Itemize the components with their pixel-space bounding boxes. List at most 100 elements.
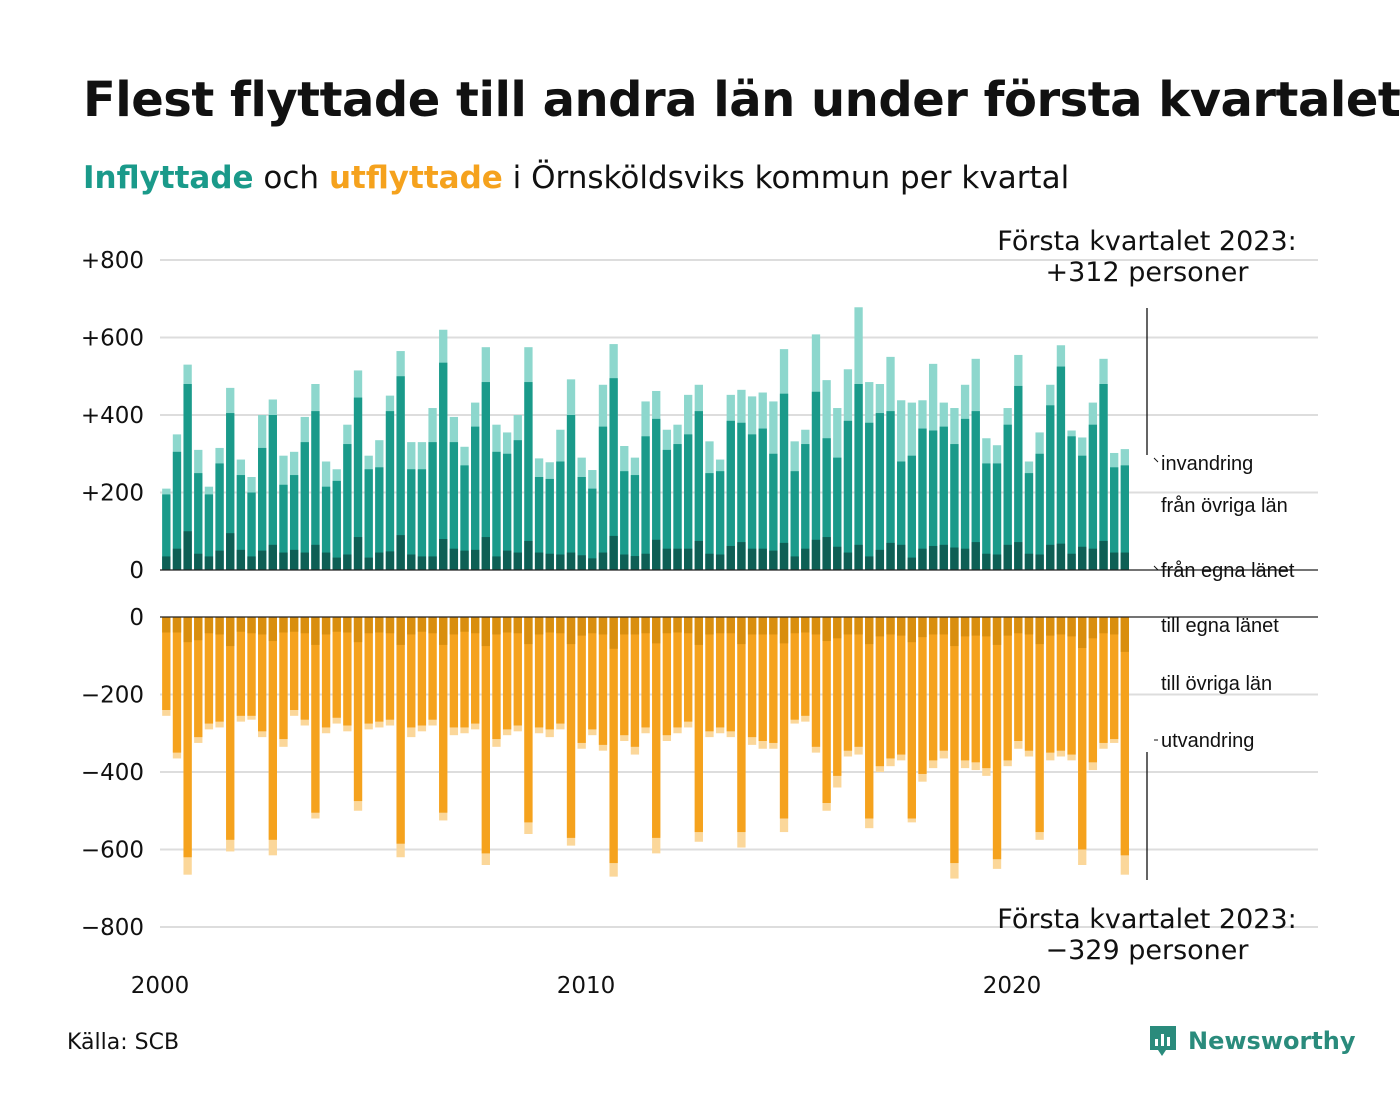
bar-till-ovriga-lan [779,617,789,819]
bar-fran-ovriga-lan [705,473,714,570]
bar-fran-ovriga-lan [588,488,597,570]
bar-fran-egna-lanet [172,548,182,570]
bar-fran-ovriga-lan [556,461,565,570]
y-tick-bottom: −200 [81,683,144,709]
bar-fran-egna-lanet [1099,540,1108,570]
bar-till-ovriga-lan [833,617,842,776]
bar-till-egna-lanet [971,617,980,636]
x-tick: 2000 [131,973,190,999]
bar-till-egna-lanet [1110,617,1119,635]
bar-till-egna-lanet [609,617,618,649]
bar-till-egna-lanet [353,617,363,643]
bar-fran-ovriga-lan [790,471,799,570]
bar-till-egna-lanet [321,617,331,635]
bar-till-egna-lanet [289,617,299,632]
bar-fran-ovriga-lan [833,457,842,570]
bar-fran-egna-lanet [758,548,767,570]
bar-till-ovriga-lan [630,617,640,747]
bar-fran-egna-lanet [769,550,778,570]
bar-till-egna-lanet [897,617,906,636]
bar-till-ovriga-lan [1099,617,1108,743]
bar-till-ovriga-lan [960,617,970,761]
bar-fran-egna-lanet [332,557,341,570]
y-tick-top: +600 [81,326,144,352]
bar-fran-ovriga-lan [1046,405,1055,570]
bar-fran-ovriga-lan [715,471,725,570]
bar-till-egna-lanet [673,617,682,633]
bar-fran-egna-lanet [226,533,235,570]
bar-fran-ovriga-lan [609,378,618,570]
bar-fran-egna-lanet [822,537,831,570]
y-tick-bottom: 0 [129,605,144,631]
bar-fran-egna-lanet [747,548,757,570]
bar-fran-ovriga-lan [162,494,171,570]
subtitle-inflyttade: Inflyttade [83,160,254,196]
bar-fran-ovriga-lan [726,420,735,570]
bar-fran-ovriga-lan [311,411,320,570]
bar-fran-egna-lanet [609,535,618,570]
y-axis-ticks: +800 +600 +400 +200 0 0 −200 −400 −600 −800 [81,248,144,941]
chart-title: Flest flyttade till andra län under förs… [83,72,1400,128]
bar-fran-ovriga-lan [460,465,469,570]
bars-group [162,307,1129,879]
bar-fran-ovriga-lan [758,428,767,570]
bar-till-egna-lanet [833,617,842,639]
bar-fran-egna-lanet [343,554,352,570]
bar-till-egna-lanet [471,617,480,634]
bar-till-egna-lanet [715,617,725,634]
newsworthy-chart-icon [1150,1026,1176,1056]
bar-till-ovriga-lan [577,617,586,743]
bar-fran-ovriga-lan [439,362,448,570]
bar-till-ovriga-lan [1024,617,1034,751]
bar-fran-egna-lanet [247,556,256,570]
bar-till-ovriga-lan [939,617,948,751]
bar-fran-egna-lanet [289,549,299,570]
x-tick: 2010 [557,973,616,999]
bar-fran-egna-lanet [620,554,629,570]
label-leader-invandring [1153,457,1159,463]
bar-till-ovriga-lan [950,617,959,864]
bar-fran-egna-lanet [833,546,842,570]
bar-fran-egna-lanet [417,556,427,570]
bar-fran-egna-lanet [992,554,1002,570]
bar-fran-egna-lanet [1024,553,1034,570]
label-fran-ovriga-lan: från övriga län [1161,495,1288,517]
bar-fran-egna-lanet [939,544,948,570]
bar-till-egna-lanet [1035,617,1044,645]
bar-till-egna-lanet [502,617,512,633]
bar-fran-egna-lanet [598,552,608,570]
bar-fran-ovriga-lan [875,413,885,570]
bar-till-egna-lanet [1024,617,1034,635]
bar-till-ovriga-lan [471,617,480,724]
bar-fran-ovriga-lan [843,420,853,570]
bar-till-ovriga-lan [747,617,757,738]
bar-till-ovriga-lan [1035,617,1044,833]
bar-till-egna-lanet [822,617,831,642]
bar-fran-egna-lanet [875,549,885,570]
bar-till-ovriga-lan [524,617,533,823]
bar-till-ovriga-lan [289,617,299,710]
bar-till-egna-lanet [1014,617,1023,634]
bar-fran-ovriga-lan [1003,424,1012,570]
bar-fran-egna-lanet [236,549,246,570]
bar-fran-ovriga-lan [673,444,682,570]
bar-till-ovriga-lan [726,617,735,732]
bar-till-egna-lanet [417,617,427,632]
bar-till-ovriga-lan [194,617,203,738]
bar-till-egna-lanet [1056,617,1066,635]
bar-till-ovriga-lan [758,617,767,741]
y-tick-top: 0 [129,558,144,584]
bar-till-ovriga-lan [822,617,831,803]
bar-fran-egna-lanet [779,542,789,570]
bar-till-ovriga-lan [897,617,906,755]
bar-till-egna-lanet [1120,617,1129,652]
bar-till-egna-lanet [630,617,640,635]
bar-till-ovriga-lan [588,617,597,730]
bar-fran-ovriga-lan [907,455,916,570]
bar-fran-egna-lanet [705,553,714,570]
bar-fran-ovriga-lan [321,486,331,570]
bar-fran-egna-lanet [971,542,980,570]
bar-till-egna-lanet [268,617,277,642]
bar-fran-egna-lanet [737,542,746,570]
annotation-top-line2: +312 personer [1045,257,1249,288]
